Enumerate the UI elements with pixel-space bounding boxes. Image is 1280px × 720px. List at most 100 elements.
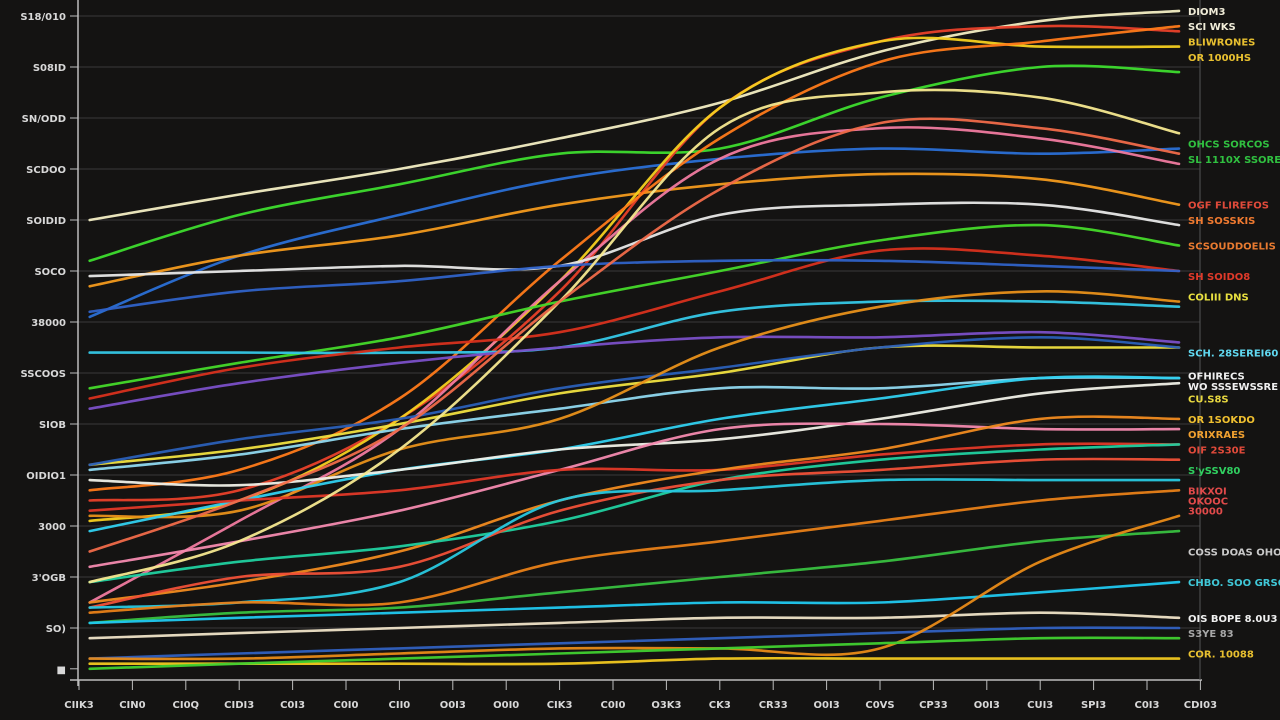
series-end-label: OR 1000HS [1188, 53, 1251, 64]
series-end-label: SCSOUDDOELIS [1188, 242, 1276, 253]
y-tick-label: S08ID [33, 63, 66, 74]
series-line [88, 258, 1181, 314]
series-end-label: COLIII DNS [1188, 293, 1249, 304]
x-tick-label: SPI3 [1081, 700, 1106, 711]
series-line [88, 223, 1181, 390]
y-tick-label: SIOB [39, 420, 66, 431]
y-tick-label: S18/010 [20, 12, 66, 23]
series-line [88, 172, 1181, 288]
series-end-label: BIKXOI [1188, 486, 1227, 497]
x-tick-label: CP33 [919, 700, 948, 711]
x-tick-label: O3K3 [651, 700, 681, 711]
series-line [88, 64, 1181, 263]
series-line [88, 290, 1181, 519]
y-tick-label: SOIDID [26, 216, 66, 227]
series-end-label: OR 1SOKDO [1188, 415, 1255, 426]
gridlines [78, 15, 1200, 629]
series-end-label: OIF 2S30E [1188, 446, 1246, 457]
y-tick-label: 38000 [31, 318, 66, 329]
x-tick-label: C0I0 [601, 700, 626, 711]
y-tick-label: SN/ODD [22, 114, 66, 125]
y-tick-label: SOCO [34, 267, 66, 278]
x-tick-label: O0I0 [493, 700, 519, 711]
series-line [88, 529, 1181, 625]
x-tick-label: O0I3 [814, 700, 840, 711]
series-line [88, 147, 1181, 319]
series-end-label: BLIWRONES [1188, 38, 1255, 49]
series-line [88, 443, 1181, 584]
series-line [88, 335, 1181, 467]
series-end-label: WO SSSEWSSRE [1188, 382, 1278, 393]
series-line [88, 344, 1181, 467]
x-tick-label: O0I3 [974, 700, 1000, 711]
x-tick-label: CI0Q [173, 700, 200, 711]
series-line [88, 442, 1181, 512]
x-tick-label: CIK3 [547, 700, 573, 711]
series-line [88, 88, 1181, 584]
x-axis-ticks: CIIK3 CIN0 CI0Q CIDI3 C0I3 C0I0 CII0 O0I3 O0I0 CI… [64, 680, 1217, 711]
series-line [88, 24, 1181, 492]
series-line [88, 580, 1181, 625]
series-line [88, 24, 1181, 502]
series-line [88, 299, 1181, 355]
series-end-label: OGF FLIREFOS [1188, 201, 1269, 212]
series-end-label: CU.S8S [1188, 395, 1229, 406]
series-lines [88, 9, 1181, 671]
x-tick-label: CK3 [709, 700, 731, 711]
series-line [88, 415, 1181, 604]
series-end-label: OFHIRECS [1188, 372, 1245, 383]
series-end-label: COR. 10088 [1188, 650, 1254, 661]
series-end-label: CHBO. SOO GRSO [1188, 578, 1280, 589]
y-tick-label: SO) [46, 624, 66, 635]
x-tick-label: C0VS [865, 700, 894, 711]
series-end-label: OIS BOPE 8.0U3 [1188, 614, 1278, 625]
series-end-label: S'ySSV80 [1188, 466, 1240, 477]
x-tick-label: CII0 [389, 700, 411, 711]
series-end-label: SH SOSSKIS [1188, 216, 1255, 227]
y-tick-label: ■ [57, 665, 66, 676]
x-tick-label: CUI3 [1027, 700, 1053, 711]
series-end-label: SL 1110X SSORE0 [1188, 155, 1280, 166]
x-tick-label: C0I0 [334, 700, 359, 711]
series-line [88, 422, 1181, 569]
series-line [88, 117, 1181, 553]
x-tick-label: CIN0 [119, 700, 145, 711]
series-end-label: COSS DOAS OHO [1188, 548, 1280, 559]
series-line [88, 381, 1181, 487]
series-end-labels: DIOM3 SCI WKS BLIWRONES OR 1000HS OHCS SORCO… [1188, 7, 1280, 661]
series-end-label: DIOM3 [1188, 7, 1225, 18]
series-end-label: 30000 [1188, 507, 1223, 518]
series-line [88, 201, 1181, 278]
series-line [88, 9, 1181, 222]
series-end-label: S3YE 83 [1188, 629, 1234, 640]
series-end-label: SCI WKS [1188, 22, 1236, 33]
x-tick-label: CIIK3 [64, 700, 94, 711]
x-tick-label: CIDI3 [224, 700, 254, 711]
x-tick-label: O0I3 [440, 700, 466, 711]
axes [70, 0, 1202, 686]
series-line [88, 126, 1181, 604]
series-line [88, 375, 1181, 533]
y-tick-label: SSCOOS [21, 369, 67, 380]
y-tick-label: 3000 [38, 522, 66, 533]
series-end-label: OHCS SORCOS [1188, 140, 1270, 151]
series-line [88, 489, 1181, 614]
series-line [88, 330, 1181, 410]
series-line [88, 626, 1181, 660]
y-tick-label: OIDIO1 [26, 471, 66, 482]
series-end-label: OKOOC [1188, 497, 1228, 508]
x-tick-label: C0I3 [1135, 700, 1160, 711]
x-tick-label: C0I3 [280, 700, 305, 711]
series-end-label: SCH. 28SEREI60 [1188, 349, 1278, 360]
series-line [88, 457, 1181, 609]
series-end-label: ORIXRAES [1188, 430, 1245, 441]
y-tick-label: 3'OGB [32, 573, 66, 584]
y-axis-ticks: S18/010 S08ID SN/ODD SCDOO SOIDID SOCO 38000 SS… [20, 12, 78, 676]
series-line [88, 514, 1181, 661]
series-end-label: SH SOIDO8 [1188, 272, 1250, 283]
x-tick-label: CDI03 [1184, 700, 1217, 711]
x-tick-label: CR33 [759, 700, 788, 711]
y-tick-label: SCDOO [26, 165, 66, 176]
series-line [88, 247, 1181, 400]
